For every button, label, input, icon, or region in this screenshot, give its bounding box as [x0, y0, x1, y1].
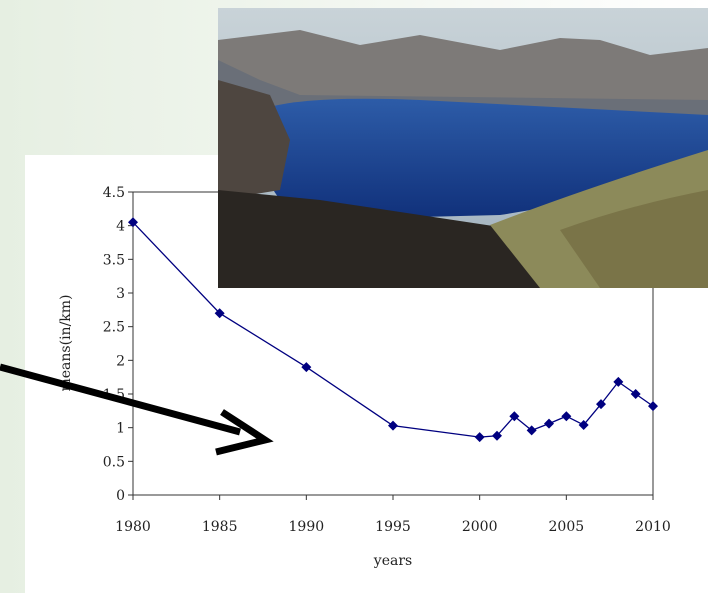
- x-axis-label: years: [373, 553, 412, 569]
- x-tick-label: 2005: [549, 519, 585, 535]
- y-tick-label: 2.5: [103, 320, 125, 336]
- x-tick-label: 1980: [115, 519, 151, 535]
- x-tick-label: 1990: [289, 519, 325, 535]
- x-tick-label: 1995: [375, 519, 411, 535]
- y-tick-label: 4.5: [103, 185, 125, 201]
- y-tick-label: 1: [116, 421, 125, 437]
- page: {"chart_data": {"type": "line", "x": [19…: [0, 0, 708, 593]
- x-tick-label: 2000: [462, 519, 498, 535]
- x-tick-label: 1985: [202, 519, 238, 535]
- x-tick-label: 2010: [635, 519, 671, 535]
- y-tick-label: 4: [116, 219, 125, 235]
- y-tick-label: 0.5: [103, 454, 125, 470]
- y-tick-label: 3.5: [103, 252, 125, 268]
- photo: [218, 8, 708, 288]
- y-axis-label: means(in/km): [58, 294, 74, 391]
- y-tick-label: 2: [116, 353, 125, 369]
- y-tick-label: 0: [116, 488, 125, 504]
- slide: 00.511.522.533.544.519801985199019952000…: [0, 0, 708, 593]
- y-tick-label: 3: [116, 286, 125, 302]
